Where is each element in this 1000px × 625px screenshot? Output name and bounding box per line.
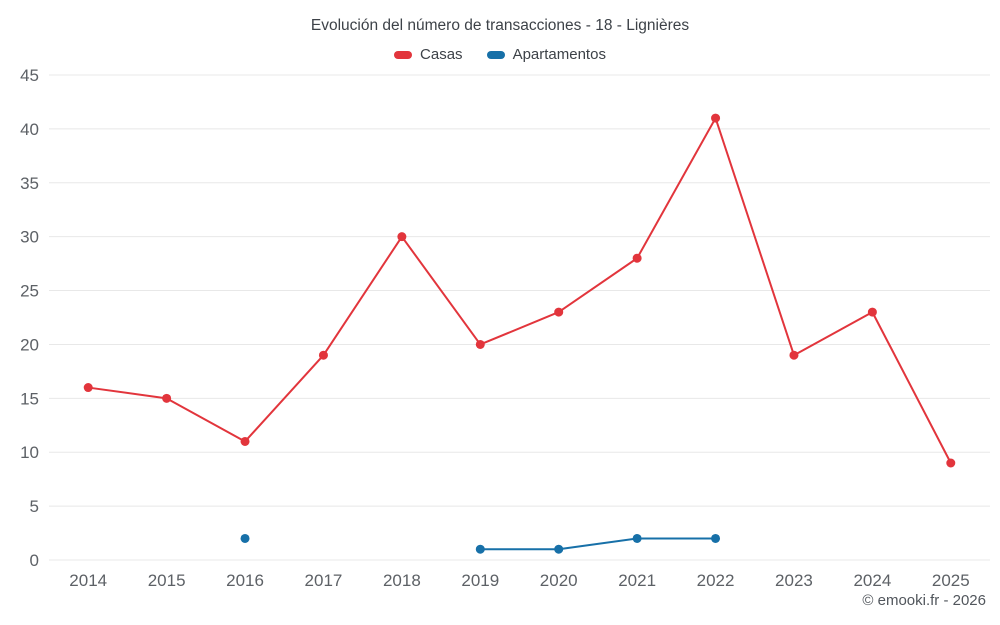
legend-label: Casas [420,46,463,63]
casas-point-2025 [946,458,956,468]
apartamentos-point-2016 [240,533,250,543]
y-tick-label: 30 [20,228,39,247]
casas-point-2022 [711,113,721,123]
x-tick-label: 2023 [775,571,813,590]
y-tick-label: 15 [20,389,39,408]
x-tick-label: 2018 [383,571,421,590]
casas-point-2018 [397,232,407,242]
y-tick-label: 5 [30,497,39,516]
y-tick-label: 40 [20,120,39,139]
legend-swatch-casas [394,50,413,59]
y-tick-label: 10 [20,443,39,462]
casas-point-2020 [554,307,564,317]
x-tick-label: 2017 [305,571,343,590]
casas-point-2024 [867,307,877,317]
x-tick-label: 2024 [853,571,891,590]
x-tick-label: 2020 [540,571,578,590]
casas-line [87,117,952,464]
apartamentos-point-2022 [711,533,721,543]
x-tick-label: 2015 [148,571,186,590]
casas-point-2019 [475,339,485,349]
casas-point-2021 [632,253,642,263]
x-tick-label: 2022 [697,571,735,590]
y-tick-label: 20 [20,335,39,354]
y-tick-label: 0 [30,551,39,570]
apartamentos-point-2020 [554,544,564,554]
x-tick-label: 2025 [932,571,970,590]
copyright-text: © emooki.fr - 2026 [862,592,986,609]
casas-point-2014 [83,383,93,393]
x-tick-label: 2014 [69,571,107,590]
x-tick-label: 2016 [226,571,264,590]
apartamentos-line [479,537,717,551]
legend-item-apartamentos[interactable]: Apartamentos [486,46,606,63]
legend-swatch-apartamentos [486,50,505,59]
x-tick-label: 2019 [461,571,499,590]
casas-point-2017 [318,350,328,360]
x-tick-label: 2021 [618,571,656,590]
casas-point-2016 [240,436,250,446]
legend-label: Apartamentos [512,46,606,63]
legend-item-casas[interactable]: Casas [394,46,463,63]
apartamentos-point-2019 [475,544,485,554]
casas-point-2023 [789,350,799,360]
casas-point-2015 [162,393,172,403]
y-tick-label: 25 [20,282,39,301]
apartamentos-point-2021 [632,533,642,543]
chart-legend: Casas Apartamentos [0,46,1000,63]
chart-title: Evolución del número de transacciones - … [310,17,690,34]
y-tick-label: 45 [20,66,39,85]
y-tick-label: 35 [20,174,39,193]
